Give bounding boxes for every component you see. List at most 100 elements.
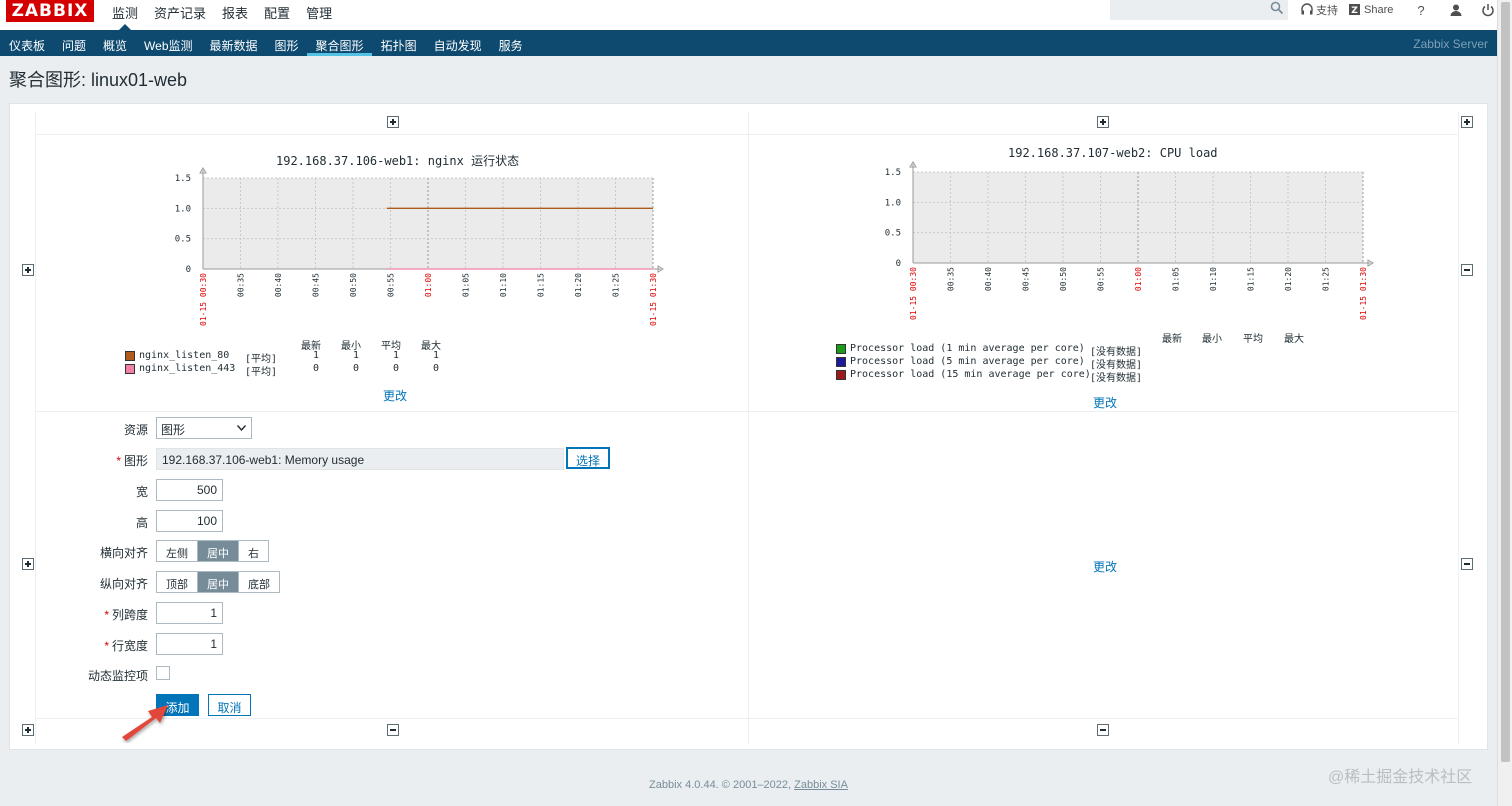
- resource-select[interactable]: 图形: [156, 417, 252, 439]
- chevron-down-icon: [237, 425, 246, 431]
- share-link[interactable]: Z Share: [1348, 3, 1393, 17]
- sub-nav-web[interactable]: Web监测: [144, 39, 193, 53]
- legend-header-last: 最新: [301, 341, 321, 352]
- halign-center-option[interactable]: 居中: [198, 541, 239, 561]
- x-tick-label: 01:20: [574, 273, 583, 297]
- width-label: 宽: [135, 485, 148, 499]
- remove-row-minus-icon[interactable]: [1461, 558, 1473, 570]
- footer-text: Zabbix 4.0.44. © 2001–2022,: [649, 779, 795, 791]
- user-profile-icon[interactable]: [1449, 3, 1463, 17]
- halign-right-option[interactable]: 右: [248, 548, 259, 560]
- add-row-plus-icon[interactable]: [22, 558, 34, 570]
- sub-nav-dashboard[interactable]: 仪表板: [9, 39, 46, 53]
- scrollbar-thumb[interactable]: [1501, 2, 1510, 762]
- y-axis-arrow: [199, 167, 207, 174]
- chart-2-change-link[interactable]: 更改: [1093, 396, 1118, 410]
- search-input[interactable]: [1110, 0, 1288, 20]
- y-tick-label: 1.5: [885, 168, 901, 178]
- series-func: [平均]: [245, 367, 278, 378]
- dynamic-item-checkbox[interactable]: [156, 666, 170, 680]
- colspan-input[interactable]: 1: [156, 602, 223, 624]
- support-link[interactable]: 支持: [1300, 2, 1338, 18]
- remove-column-minus-icon[interactable]: [1097, 724, 1109, 736]
- valign-top-option[interactable]: 顶部: [157, 572, 198, 592]
- x-tick-label: 01:10: [1209, 267, 1218, 291]
- x-tick-label: 01:25: [612, 273, 621, 297]
- chart-1-graph[interactable]: 01-15 00:30 00:35 00:40 00:45 00:50 00:55 01:0…: [150, 162, 670, 332]
- height-input[interactable]: 100: [156, 510, 223, 532]
- add-column-plus-icon[interactable]: [1461, 116, 1473, 128]
- remove-column-minus-icon[interactable]: [387, 724, 399, 736]
- add-button[interactable]: 添加: [156, 694, 199, 716]
- y-tick-label: 1.0: [885, 198, 901, 208]
- page-scrollbar[interactable]: [1497, 0, 1512, 806]
- chart-1-title: 192.168.37.106-web1: nginx 运行状态: [276, 154, 520, 168]
- add-row-above-plus-icon[interactable]: [387, 116, 399, 128]
- legend-row: nginx_listen_443 [平均] 0 0 0 0: [123, 363, 463, 378]
- legend-swatch: [836, 344, 846, 354]
- sub-nav-graphs[interactable]: 图形: [274, 39, 299, 53]
- sub-nav-discovery[interactable]: 自动发现: [433, 39, 482, 53]
- x-tick-label: 00:35: [237, 273, 246, 297]
- main-nav-monitoring[interactable]: 监测: [104, 0, 146, 30]
- cancel-button[interactable]: 取消: [208, 694, 251, 716]
- screen-grid: 192.168.37.106-web1: nginx 运行状态 01-15 00…: [9, 103, 1488, 750]
- legend-header-min: 最小: [341, 341, 361, 352]
- colspan-label-text: 列跨度: [111, 608, 148, 622]
- valign-bottom-option[interactable]: 底部: [248, 579, 270, 591]
- x-tick-label: 01:00: [1134, 267, 1143, 291]
- sub-nav-overview[interactable]: 概览: [103, 39, 128, 53]
- watermark: @稀土掘金技术社区: [1328, 769, 1473, 786]
- add-row-below-plus-icon[interactable]: [22, 724, 34, 736]
- legend-header-avg: 平均: [1243, 334, 1263, 345]
- graph-field[interactable]: 192.168.37.106-web1: Memory usage: [156, 448, 564, 470]
- series-func: [平均]: [245, 354, 278, 365]
- search-icon[interactable]: [1270, 1, 1284, 15]
- dynamic-item-label: 动态监控项: [87, 669, 148, 683]
- valign-toggle[interactable]: 顶部 居中 底部: [156, 571, 280, 593]
- share-label: Share: [1364, 4, 1394, 16]
- sub-nav-latest-data[interactable]: 最新数据: [209, 39, 258, 53]
- main-nav-inventory[interactable]: 资产记录: [154, 6, 207, 21]
- width-input[interactable]: 500: [156, 479, 223, 501]
- legend-swatch: [836, 357, 846, 367]
- share-icon: Z: [1349, 4, 1360, 16]
- logout-power-icon[interactable]: [1481, 3, 1495, 17]
- rowspan-input[interactable]: 1: [156, 633, 223, 655]
- remove-row-minus-icon[interactable]: [1461, 264, 1473, 276]
- footer-link[interactable]: Zabbix SIA: [794, 779, 848, 791]
- x-tick-label: 01:15: [537, 273, 546, 297]
- add-row-plus-icon[interactable]: [22, 264, 34, 276]
- main-nav-administration[interactable]: 管理: [306, 6, 333, 21]
- chart-1-legend: 最新 最小 平均 最大 nginx_listen_80 [平均] 1 1 1 1…: [123, 336, 463, 378]
- choose-button[interactable]: 选择: [566, 447, 610, 469]
- sub-nav-services[interactable]: 服务: [498, 39, 523, 53]
- empty-cell-change-link[interactable]: 更改: [1093, 560, 1118, 574]
- legend-header-max: 最大: [421, 341, 441, 352]
- sub-nav-screens[interactable]: 聚合图形: [306, 30, 372, 56]
- main-nav-configuration[interactable]: 配置: [264, 6, 291, 21]
- grid-divider: [35, 134, 1459, 135]
- x-tick-label: 01:05: [462, 273, 471, 297]
- series-no-data: [没有数据]: [1090, 347, 1143, 358]
- halign-toggle[interactable]: 左侧 居中 右: [156, 540, 269, 562]
- help-link[interactable]: ?: [1417, 3, 1424, 18]
- x-tick-label: 00:35: [947, 267, 956, 291]
- sub-nav-maps[interactable]: 拓扑图: [380, 39, 417, 53]
- series-min: 1: [352, 350, 360, 361]
- x-tick-label: 00:45: [1022, 267, 1031, 291]
- chart-1-change-link[interactable]: 更改: [383, 389, 408, 403]
- sub-nav-problems[interactable]: 问题: [62, 39, 87, 53]
- valign-middle-option[interactable]: 居中: [198, 572, 239, 592]
- halign-left-option[interactable]: 左侧: [157, 541, 198, 561]
- chart-2-legend: 最新 最小 平均 最大 Processor load (1 min averag…: [834, 328, 1334, 384]
- x-tick-label: 01-15 00:30: [909, 267, 918, 320]
- chart-2-graph[interactable]: 01-15 00:30 00:35 00:40 00:45 00:50 00:55 01:0…: [860, 156, 1380, 326]
- help-icon: ?: [1417, 2, 1425, 18]
- main-nav-reports[interactable]: 报表: [222, 6, 249, 21]
- zabbix-logo[interactable]: ZABBIX: [6, 0, 94, 22]
- add-row-above-plus-icon[interactable]: [1097, 116, 1109, 128]
- support-label: 支持: [1316, 5, 1338, 17]
- x-tick-label: 01-15 01:30: [649, 273, 658, 326]
- x-axis-arrow: [1367, 259, 1374, 267]
